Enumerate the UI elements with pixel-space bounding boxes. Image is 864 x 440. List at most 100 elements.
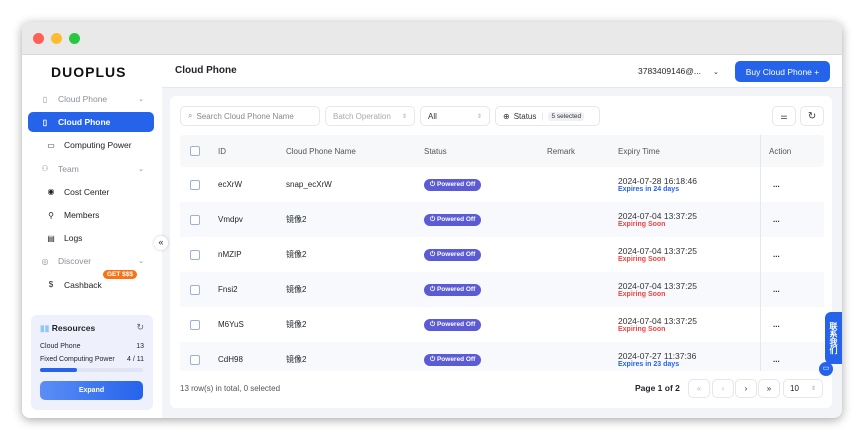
- table-row[interactable]: CdH98 镜像2 ⏻ Powered Off 2024-07-27 11:37…: [180, 342, 824, 371]
- contact-us-tab[interactable]: 联系我们: [825, 312, 842, 364]
- first-page-button[interactable]: «: [688, 379, 710, 398]
- sidebar-item-discover[interactable]: ◎ Discover ⌄: [28, 251, 154, 271]
- sidebar-item-logs[interactable]: ▤ Logs: [28, 228, 154, 248]
- sidebar-item-team[interactable]: ⚇ Team ⌄: [28, 159, 154, 179]
- table-card: ⌕ Search Cloud Phone Name Batch Operation…: [170, 96, 832, 408]
- status-badge: ⏻ Powered Off: [424, 178, 482, 191]
- table-row[interactable]: ecXrW snap_ecXrW ⏻ Powered Off 2024-07-2…: [180, 167, 824, 202]
- row-name: snap_ecXrW: [286, 180, 332, 189]
- expiry-note: Expires in 23 days: [618, 361, 680, 368]
- table-row[interactable]: M6YuS 镜像2 ⏻ Powered Off 2024-07-04 13:37…: [180, 307, 824, 342]
- sidebar-item-cashback[interactable]: $ Cashback GET $$$: [28, 269, 154, 295]
- row-action-menu[interactable]: ...: [760, 342, 824, 371]
- column-status: Status: [424, 146, 447, 156]
- filter-value: All: [428, 111, 437, 121]
- expand-button[interactable]: Expand: [40, 381, 143, 400]
- phone-icon: ▯: [42, 117, 48, 127]
- close-window-button[interactable]: [33, 33, 44, 44]
- sidebar-item-members[interactable]: ⚲ Members: [28, 205, 154, 225]
- page-size-value: 10: [790, 384, 799, 393]
- table-row[interactable]: nMZIP 镜像2 ⏻ Powered Off 2024-07-04 13:37…: [180, 237, 824, 272]
- select-all-checkbox[interactable]: [190, 146, 200, 156]
- search-placeholder: Search Cloud Phone Name: [196, 111, 294, 121]
- status-badge: ⏻ Powered Off: [424, 318, 482, 331]
- prev-page-button[interactable]: ‹: [712, 379, 734, 398]
- row-checkbox[interactable]: [190, 249, 200, 260]
- status-text: Powered Off: [436, 285, 476, 293]
- row-action-menu[interactable]: ...: [760, 307, 824, 342]
- search-input[interactable]: ⌕ Search Cloud Phone Name: [180, 106, 320, 126]
- buy-cloud-phone-button[interactable]: Buy Cloud Phone +: [735, 61, 830, 82]
- row-checkbox[interactable]: [190, 214, 200, 225]
- maximize-window-button[interactable]: [69, 33, 80, 44]
- table-body[interactable]: ecXrW snap_ecXrW ⏻ Powered Off 2024-07-2…: [170, 167, 832, 371]
- sidebar-item-computing-power[interactable]: ▭ Computing Power: [28, 135, 154, 155]
- sidebar-item-cloud-phone[interactable]: ▯ Cloud Phone: [28, 112, 154, 133]
- search-icon: ⌕: [188, 111, 193, 120]
- row-id: Vmdpv: [218, 215, 243, 224]
- row-name: 镜像2: [286, 250, 307, 259]
- sidebar-item-label: Members: [64, 210, 100, 220]
- expiry-time: 2024-07-04 13:37:25: [618, 316, 697, 326]
- sidebar-item-label: Discover: [58, 256, 92, 267]
- expiry-time: 2024-07-04 13:37:25: [618, 211, 697, 221]
- sidebar-item-cost-center[interactable]: ◉ Cost Center: [28, 182, 154, 202]
- power-off-icon: ⏻: [430, 355, 437, 363]
- collapse-sidebar-button[interactable]: «: [154, 236, 168, 250]
- row-checkbox[interactable]: [190, 284, 200, 295]
- sliders-icon: ⚌: [780, 111, 788, 121]
- column-settings-button[interactable]: ⚌: [772, 106, 796, 126]
- row-checkbox[interactable]: [190, 354, 200, 365]
- status-count-badge: 5 selected: [548, 111, 585, 121]
- column-expiry: Expiry Time: [618, 146, 660, 156]
- table-row[interactable]: Fnsi2 镜像2 ⏻ Powered Off 2024-07-04 13:37…: [180, 272, 824, 307]
- logo: DUOPLUS: [51, 64, 127, 80]
- row-action-menu[interactable]: ...: [760, 272, 824, 307]
- table-row[interactable]: Vmdpv 镜像2 ⏻ Powered Off 2024-07-04 13:37…: [180, 202, 824, 237]
- sidebar-item-label: Cashback: [64, 279, 102, 290]
- column-id: ID: [218, 146, 226, 156]
- row-id: Fnsi2: [218, 285, 238, 294]
- compass-icon: ◎: [41, 256, 49, 266]
- chart-icon: ▮▮: [40, 323, 52, 333]
- table-header: ID Cloud Phone Name Status Remark Expiry…: [180, 135, 824, 167]
- sidebar-item-label: Cloud Phone: [58, 117, 111, 128]
- row-id: nMZIP: [218, 250, 242, 259]
- batch-operation-select[interactable]: Batch Operation ⇕: [325, 106, 415, 126]
- last-page-button[interactable]: »: [758, 379, 780, 398]
- sidebar: DUOPLUS ▯ Cloud Phone ⌄ ▯ Cloud Phone ▭ Comput…: [22, 55, 168, 418]
- sidebar-item-cloud-phone[interactable]: ▯ Cloud Phone ⌄: [28, 89, 154, 109]
- row-name: 镜像2: [286, 215, 307, 224]
- fixed-power-progress: [40, 368, 143, 372]
- coin-icon: ◉: [47, 187, 55, 197]
- refresh-button[interactable]: ↻: [800, 106, 824, 126]
- row-checkbox[interactable]: [190, 179, 200, 190]
- filter-select[interactable]: All ⇕: [420, 106, 490, 126]
- row-action-menu[interactable]: ...: [760, 167, 824, 202]
- account-menu[interactable]: 3783409146@... ⌄: [638, 66, 719, 76]
- status-text: Powered Off: [436, 180, 476, 188]
- status-badge: ⏻ Powered Off: [424, 213, 482, 226]
- account-name: 3783409146@...: [638, 66, 701, 76]
- phone-outline-icon: ▯: [42, 94, 48, 104]
- status-badge: ⏻ Powered Off: [424, 283, 482, 296]
- next-page-button[interactable]: ›: [735, 379, 757, 398]
- row-name: 镜像2: [286, 355, 307, 364]
- log-icon: ▤: [47, 233, 55, 243]
- users-icon: ⚇: [41, 164, 49, 174]
- minimize-window-button[interactable]: [51, 33, 62, 44]
- expiry-note: Expiring Soon: [618, 256, 666, 263]
- page-size-select[interactable]: 10 ⇕: [783, 379, 823, 398]
- row-action-menu[interactable]: ...: [760, 237, 824, 272]
- row-name: 镜像2: [286, 320, 307, 329]
- row-checkbox[interactable]: [190, 319, 200, 330]
- row-id: M6YuS: [218, 320, 244, 329]
- fixed-power-value: 4 / 11: [127, 356, 144, 363]
- status-badge: ⏻ Powered Off: [424, 248, 482, 261]
- column-name: Cloud Phone Name: [286, 146, 356, 156]
- batch-operation-label: Batch Operation: [333, 111, 391, 121]
- row-action-menu[interactable]: ...: [760, 202, 824, 237]
- refresh-resources-icon[interactable]: ↻: [136, 322, 144, 332]
- chat-icon[interactable]: ▭: [819, 362, 833, 376]
- status-filter[interactable]: ⊕ Status | 5 selected: [495, 106, 600, 126]
